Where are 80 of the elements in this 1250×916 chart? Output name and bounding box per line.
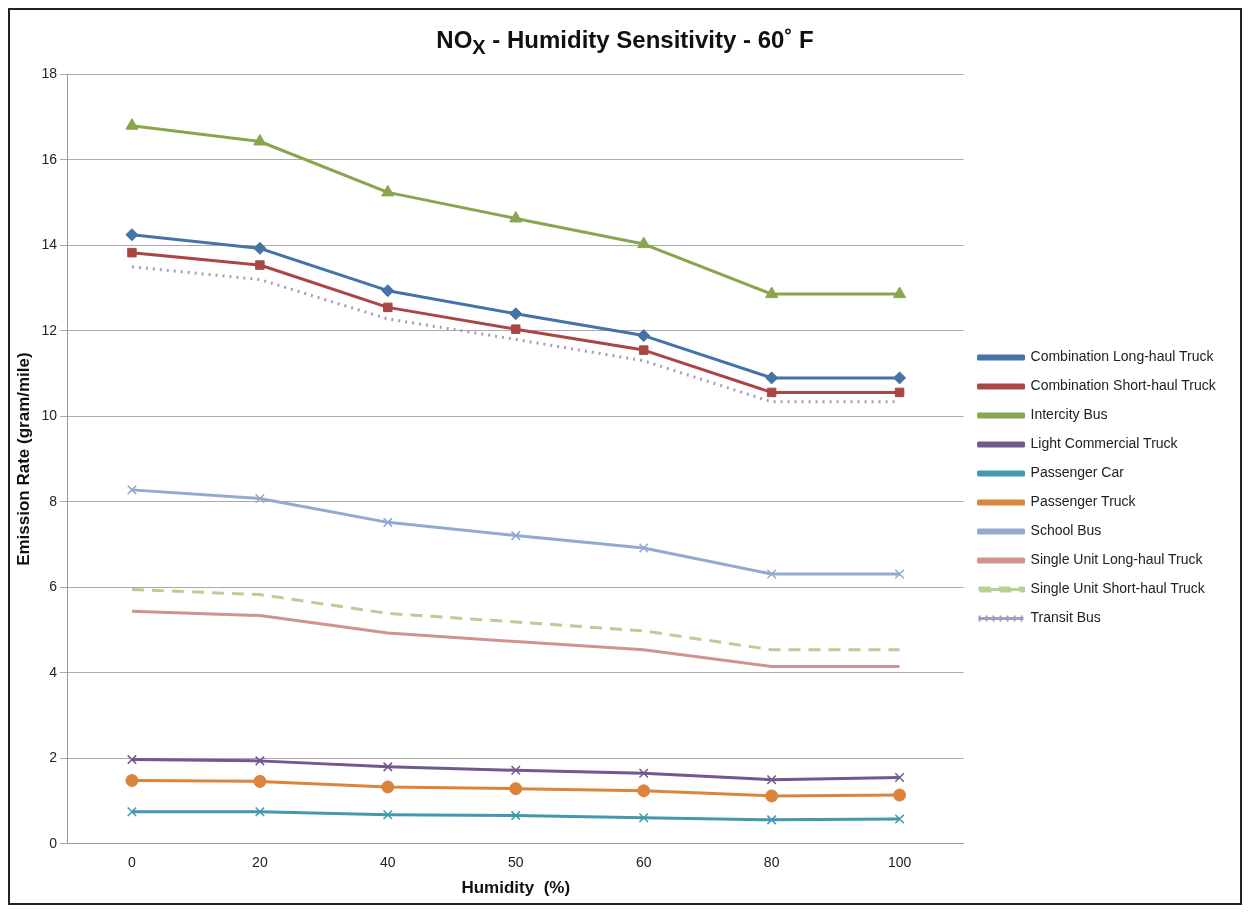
- y-tick-label: 10: [41, 407, 58, 424]
- point: [766, 814, 777, 825]
- point: [766, 774, 777, 785]
- x-tick-label: 20: [252, 853, 268, 870]
- point: [510, 810, 521, 821]
- point: [253, 241, 267, 255]
- point: [637, 328, 651, 342]
- point: [254, 493, 265, 504]
- point: [509, 307, 523, 321]
- point: [766, 387, 777, 397]
- y-tick-label: 2: [49, 748, 58, 765]
- legend-label: Intercity Bus: [1030, 406, 1108, 423]
- chart-title: NO$_{X}$ - Humidity Sensitivity - 60˚ F: [435, 25, 815, 60]
- point: [638, 542, 649, 553]
- point: [893, 371, 907, 385]
- point: [766, 568, 777, 579]
- point: [894, 387, 905, 397]
- legend-label: Combination Long-haul Truck: [1030, 348, 1215, 365]
- point: [509, 781, 523, 795]
- legend-label: Light Commercial Truck: [1030, 435, 1179, 452]
- point: [382, 517, 393, 528]
- point: [126, 484, 137, 495]
- point: [893, 286, 907, 298]
- point: [765, 286, 779, 298]
- point: [638, 345, 649, 355]
- legend-label: Combination Short-haul Truck: [1030, 377, 1217, 394]
- point: [510, 765, 521, 776]
- point: [381, 184, 395, 197]
- point: [381, 780, 395, 794]
- x-tick-label: 0: [128, 853, 137, 870]
- point: [127, 247, 137, 258]
- point: [509, 210, 523, 223]
- line-series: [130, 587, 902, 652]
- y-tick-label: 8: [49, 492, 58, 509]
- point: [638, 812, 649, 823]
- point: [894, 772, 905, 783]
- x-tick-label: 100: [887, 853, 912, 870]
- y-tick-label: 12: [41, 321, 58, 338]
- x-tick-label: 50: [507, 853, 524, 870]
- point: [254, 755, 265, 766]
- point: [511, 324, 521, 334]
- point: [381, 283, 395, 297]
- point: [125, 117, 139, 130]
- y-axis-title: Emission Rate (gram/mile): [13, 352, 33, 566]
- legend-label: Passenger Truck: [1030, 493, 1137, 510]
- point: [255, 260, 265, 270]
- point: [126, 806, 137, 817]
- point: [765, 371, 779, 385]
- y-tick-label: 14: [41, 236, 58, 253]
- y-tick-label: 16: [41, 150, 58, 167]
- point: [253, 774, 267, 788]
- point: [383, 302, 393, 312]
- y-tick-label: 18: [41, 65, 58, 82]
- point: [126, 754, 137, 765]
- point: [254, 806, 265, 817]
- point: [382, 809, 393, 820]
- legend-label: Transit Bus: [1030, 609, 1101, 626]
- point: [765, 789, 779, 803]
- x-tick-label: 60: [635, 853, 652, 870]
- y-tick-label: 0: [49, 834, 58, 851]
- y-tick-label: 4: [49, 663, 58, 680]
- legend-label: Single Unit Long-haul Truck: [1030, 551, 1204, 568]
- x-tick-label: 40: [380, 853, 396, 870]
- legend-label: Passenger Car: [1030, 464, 1125, 481]
- y-tick-label: 6: [49, 577, 58, 594]
- point: [894, 568, 905, 579]
- point: [125, 227, 139, 241]
- point: [510, 530, 521, 541]
- legend-label: Single Unit Short-haul Truck: [1030, 580, 1206, 597]
- point: [637, 784, 651, 798]
- point: [253, 133, 267, 146]
- point: [894, 813, 905, 824]
- point: [893, 788, 907, 802]
- x-axis-title: Humidity (%): [461, 878, 571, 898]
- x-tick-label: 80: [763, 853, 780, 870]
- point: [382, 761, 393, 772]
- point: [637, 236, 651, 248]
- point: [125, 773, 139, 787]
- legend-label: School Bus: [1030, 522, 1102, 539]
- point: [638, 768, 649, 779]
